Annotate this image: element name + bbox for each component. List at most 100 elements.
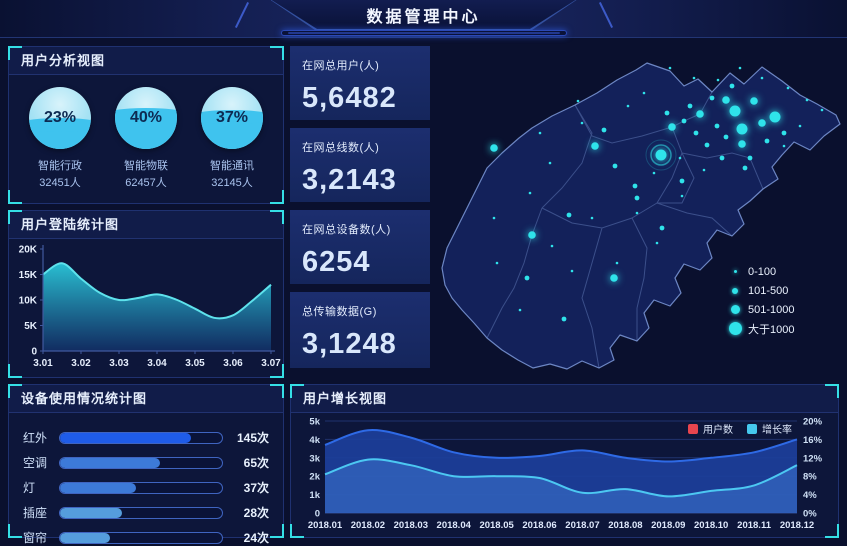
liquid-gauge: 40% xyxy=(115,87,177,149)
map-data-point xyxy=(681,118,687,124)
map-data-point xyxy=(668,123,676,131)
map-data-point xyxy=(495,261,499,265)
gauge-count: 62457人 xyxy=(125,177,167,189)
map-data-point xyxy=(528,191,532,195)
login-line xyxy=(42,262,272,320)
map-legend-dot-box xyxy=(728,322,748,335)
bar-fill xyxy=(60,432,192,443)
map-data-point xyxy=(719,155,725,161)
gauge-fill xyxy=(29,118,91,149)
right-axis-tick: 4% xyxy=(803,490,817,501)
map-data-point xyxy=(580,121,584,125)
map-legend-row: 501-1000 xyxy=(730,300,795,319)
stat-value: 5,6482 xyxy=(302,82,397,114)
map-data-point xyxy=(709,95,715,101)
map-data-point xyxy=(566,212,572,218)
left-axis-tick: 0 xyxy=(315,509,320,520)
x-axis-tick: 2018.01 xyxy=(308,520,343,531)
header-diagonal-decoration xyxy=(598,1,613,29)
legend-item[interactable]: 增长率 xyxy=(747,421,792,436)
gauge-count: 32451人 xyxy=(39,177,81,189)
map-outline xyxy=(441,62,841,370)
map-data-point xyxy=(702,168,706,172)
liquid-gauge: 37% xyxy=(201,87,263,149)
bar-label: 红外 xyxy=(23,431,48,445)
left-axis-tick: 4k xyxy=(309,435,320,446)
y-axis-tick: 15K xyxy=(19,270,38,281)
bar-value: 65次 xyxy=(243,456,269,470)
map-data-point xyxy=(769,111,781,123)
left-axis-tick: 2k xyxy=(309,472,320,483)
gauge-count: 32145人 xyxy=(211,177,253,189)
map-data-point xyxy=(738,140,746,148)
map-data-point xyxy=(610,274,618,282)
map-data-point xyxy=(615,261,619,265)
legend-label: 用户数 xyxy=(703,425,733,436)
gauge-item: 23% 智能行政 32451人 xyxy=(20,87,100,190)
map-data-point xyxy=(679,178,685,184)
bar-track xyxy=(59,431,223,444)
y-axis-tick: 20K xyxy=(19,245,38,256)
map-data-point xyxy=(668,66,672,70)
map-data-point xyxy=(680,194,684,198)
bar-fill xyxy=(60,532,111,543)
map-data-point xyxy=(635,211,639,215)
stat-card-online-devices: 在网总设备数(人) 6254 xyxy=(290,210,430,284)
bar-value: 24次 xyxy=(243,531,269,545)
login-area xyxy=(43,263,271,351)
map-data-point xyxy=(820,108,824,112)
map-data-point xyxy=(576,99,580,103)
map-data-point xyxy=(570,269,574,273)
map-data-point xyxy=(738,66,742,70)
map-data-point xyxy=(742,165,748,171)
map-data-point xyxy=(781,130,787,136)
legend-color-chip xyxy=(747,423,757,434)
right-axis-tick: 8% xyxy=(803,472,817,483)
map-data-point xyxy=(492,216,496,220)
stat-value: 3,2143 xyxy=(302,164,397,196)
map-data-point xyxy=(798,124,802,128)
device-usage-row: 插座 28次 xyxy=(23,500,269,525)
gauge-percent: 37% xyxy=(215,109,249,126)
map-data-point xyxy=(805,98,809,102)
x-axis-tick: 2018.10 xyxy=(694,520,728,531)
legend-item[interactable]: 用户数 xyxy=(688,421,733,436)
bar-track xyxy=(59,506,223,519)
map-data-point xyxy=(664,110,670,116)
x-axis-tick: 3.05 xyxy=(185,358,205,369)
x-axis-tick: 2018.03 xyxy=(394,520,428,531)
gauge-group: 23% 智能行政 32451人 40% 智能物联 62457人 37% 智能通讯 xyxy=(9,75,283,190)
map-svg xyxy=(441,62,841,370)
map-data-point xyxy=(704,142,710,148)
map-data-point xyxy=(528,231,536,239)
x-axis-tick: 2018.06 xyxy=(522,520,556,531)
header: 数据管理中心 xyxy=(0,0,847,38)
stat-card-total-data: 总传输数据(G) 3,1248 xyxy=(290,292,430,368)
right-axis-tick: 20% xyxy=(803,417,823,428)
map-region-borders xyxy=(486,91,764,369)
map-legend-dot-icon xyxy=(732,287,738,294)
map-data-point xyxy=(782,144,786,148)
panel-user-analysis: 用户分析视图 23% 智能行政 32451人 40% 智能物联 62457人 xyxy=(8,46,284,204)
map-data-point xyxy=(750,97,758,105)
map-data-point xyxy=(655,149,667,161)
map-data-point xyxy=(601,127,607,133)
map-dot-layer xyxy=(490,66,824,322)
map-data-point xyxy=(642,91,646,95)
x-axis-tick: 3.02 xyxy=(71,358,91,369)
map-legend-label: 101-500 xyxy=(748,284,789,297)
bar-chart: 红外 145次 空调 65次 灯 37次 插座 28次 窗帘 xyxy=(9,413,283,546)
bar-track xyxy=(59,456,223,469)
stat-value: 6254 xyxy=(302,246,371,278)
map-data-point xyxy=(692,76,696,80)
bar-fill xyxy=(60,457,161,468)
stat-label: 在网总用户(人) xyxy=(302,60,380,72)
map-data-point xyxy=(714,123,720,129)
liquid-gauge: 23% xyxy=(29,87,91,149)
map-legend-row: 0-100 xyxy=(732,262,795,281)
gauge-fill xyxy=(115,107,177,149)
map-data-point xyxy=(524,275,530,281)
users-line xyxy=(324,429,798,463)
chart-legend: 用户数 增长率 xyxy=(688,421,792,436)
bar-value: 28次 xyxy=(243,506,269,520)
